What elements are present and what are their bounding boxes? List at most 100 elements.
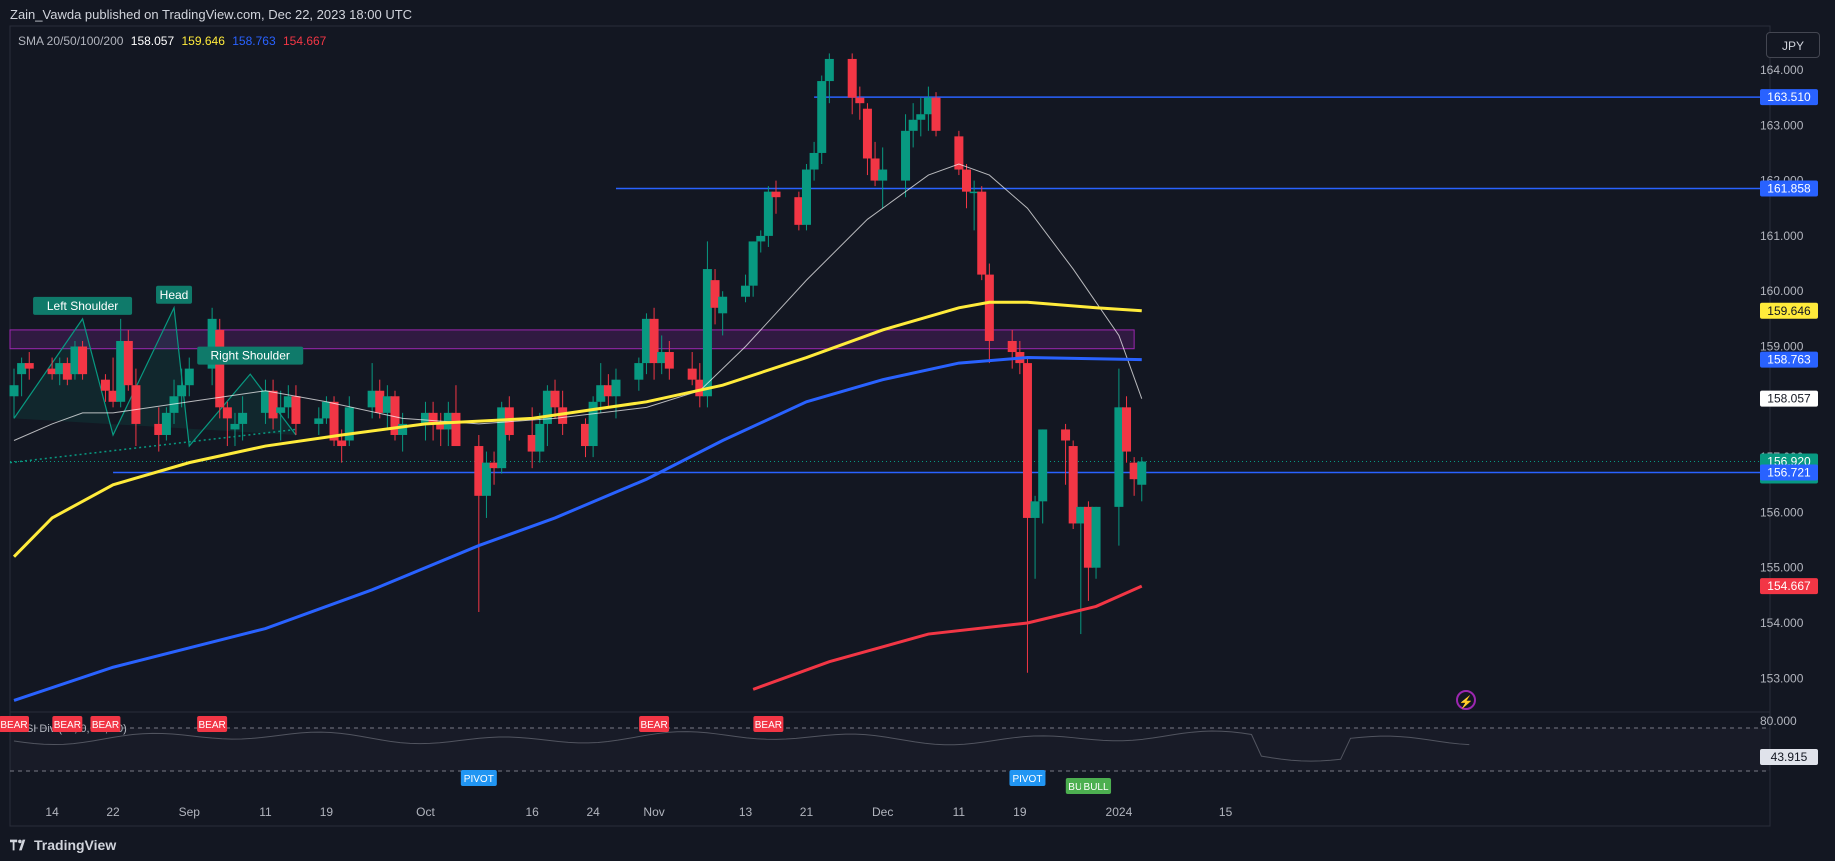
x-tick-label: 21 (800, 805, 814, 819)
candle-body (314, 418, 324, 424)
neckline (9, 428, 297, 464)
price-label-bg (1760, 180, 1818, 197)
price-label: 158.763 (1767, 353, 1811, 367)
rsi-signal-label: BULL (1084, 782, 1109, 793)
y-tick-label: 156.000 (1760, 505, 1804, 519)
candle-body (260, 390, 270, 413)
candle-body (916, 114, 926, 120)
candle-body (641, 318, 651, 364)
x-tick-label: 11 (953, 805, 966, 819)
price-label: 159.646 (1767, 304, 1811, 318)
candle-body (1114, 407, 1124, 507)
rsi-signal-badge (639, 716, 670, 732)
candle-body (794, 197, 804, 225)
candle-body (550, 390, 560, 408)
sma-legend[interactable]: SMA 20/50/100/200 158.057 159.646 158.76… (18, 34, 330, 48)
x-tick-label: Dec (872, 805, 893, 819)
x-tick-label: Oct (416, 805, 435, 819)
x-tick-label: 22 (106, 805, 120, 819)
sma50-value: 159.646 (181, 34, 225, 48)
price-label: 163.510 (1767, 90, 1811, 104)
candle-body (588, 401, 598, 447)
rsi-signal-badge (197, 716, 228, 732)
candle-body (329, 401, 339, 441)
pattern-label-bg (33, 296, 133, 315)
candle-body (969, 191, 979, 194)
candle-body (1022, 363, 1032, 518)
x-tick-label: 16 (525, 805, 539, 819)
rsi-signal-badge (460, 770, 497, 786)
rsi-signal-badge (1081, 778, 1112, 794)
rsi-signal-badge (0, 716, 29, 732)
candle-body (1091, 506, 1101, 568)
pattern-label: Left Shoulder (47, 299, 118, 313)
candle-body (1030, 501, 1040, 518)
rsi-signal-label: BULL (1068, 782, 1093, 793)
candles-group (9, 53, 1147, 673)
rsi-value-bg (1760, 749, 1818, 765)
sma-line (13, 356, 1142, 702)
tradingview-logo[interactable]: TradingView (10, 837, 116, 853)
candle-body (1076, 506, 1086, 524)
candle-body (497, 407, 507, 469)
candle-body (558, 407, 568, 424)
price-label: 156.721 (1767, 466, 1811, 480)
rsi-signal-label: BEAR (755, 720, 782, 731)
y-tick-label: 163.000 (1760, 118, 1804, 132)
candle-body (268, 390, 278, 419)
sma100-value: 158.763 (232, 34, 276, 48)
top-bar: Zain_Vawda published on TradingView.com,… (0, 0, 1835, 26)
sma-legend-label: SMA 20/50/100/200 (18, 34, 124, 48)
rsi-signal-label: BEAR (640, 720, 667, 731)
candle-body (123, 340, 133, 386)
candle-body (878, 169, 888, 181)
candle-body (375, 390, 385, 413)
candle-body (1038, 429, 1048, 502)
candle-body (763, 191, 773, 236)
candle-body (230, 423, 240, 430)
candle-body (954, 136, 964, 170)
candle-body (131, 385, 141, 424)
x-tick-label: 13 (739, 805, 753, 819)
candle-body (923, 97, 933, 115)
x-tick-label: 19 (1013, 805, 1027, 819)
candle-body (702, 269, 712, 397)
rsi-signal-label: PIVOT (1012, 774, 1042, 785)
candle-body (756, 235, 766, 242)
candle-body (611, 379, 621, 397)
candle-body (542, 390, 552, 424)
candle-body (862, 108, 872, 159)
candle-body (977, 191, 987, 275)
candle-body (748, 241, 758, 286)
candle-body (504, 407, 514, 435)
pattern-label-bg (156, 285, 193, 304)
candle-body (1068, 446, 1078, 524)
candle-body (17, 363, 27, 375)
footer (0, 830, 1835, 861)
candle-body (24, 363, 34, 369)
candle-body (870, 158, 880, 181)
rsi-signal-badge (753, 716, 784, 732)
x-tick-label: Nov (643, 805, 664, 819)
y-tick-label: 153.000 (1760, 671, 1804, 685)
candle-body (108, 390, 118, 402)
pattern-label-bg (197, 346, 304, 365)
candle-body (62, 363, 72, 380)
sma-line (752, 584, 1143, 691)
candle-body (154, 423, 164, 435)
x-tick-label: Sep (179, 805, 201, 819)
sma200-value: 154.667 (282, 34, 327, 48)
candle-body (596, 385, 606, 402)
price-label-bg (1760, 89, 1818, 106)
candle-body (1129, 462, 1139, 480)
currency-button[interactable]: JPY (1766, 32, 1820, 58)
y-tick-label: 161.000 (1760, 229, 1804, 243)
candle-body (390, 396, 400, 435)
candle-body (527, 434, 537, 452)
rsi-signal-badge (52, 716, 83, 732)
price-label-bg (1760, 578, 1818, 595)
lightning-icon[interactable]: ⚡ (1456, 690, 1476, 710)
price-label: 154.667 (1767, 579, 1811, 593)
publisher-info: Zain_Vawda published on TradingView.com,… (10, 7, 413, 22)
